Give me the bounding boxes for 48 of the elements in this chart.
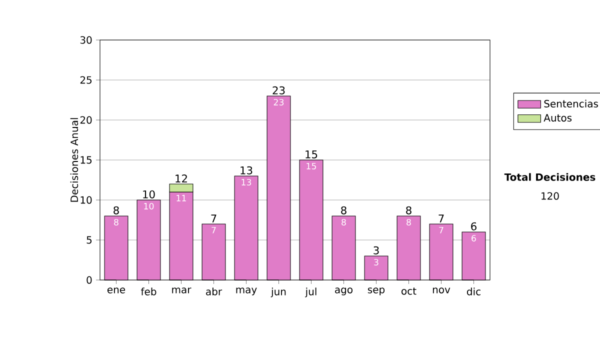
- data-label: 23: [274, 98, 284, 106]
- total-label: 8: [114, 206, 119, 214]
- total-label: 8: [341, 206, 346, 214]
- x-tick-label: abr: [206, 288, 222, 296]
- data-label: 10: [144, 202, 154, 210]
- total-label: 23: [272, 86, 285, 94]
- x-tick-label: mar: [172, 288, 192, 294]
- total-label: 15: [306, 150, 318, 158]
- x-tick-label: dic: [466, 288, 480, 296]
- data-label: 7: [212, 226, 216, 234]
- data-label: 8: [114, 218, 118, 226]
- y-tick-label: 0: [86, 276, 92, 284]
- data-label: 8: [342, 218, 346, 226]
- data-label: 7: [439, 226, 444, 234]
- x-tick-label: oct: [402, 288, 416, 295]
- legend-label: Autos: [544, 114, 572, 122]
- y-tick-label: 30: [80, 36, 92, 44]
- y-axis-title: Decisiones Anual: [70, 118, 78, 202]
- data-label: 8: [406, 218, 411, 226]
- total-label: 3: [374, 246, 379, 254]
- x-tick-label: nov: [432, 288, 450, 294]
- text: 120: [542, 192, 559, 200]
- text: Total Decisiones: [504, 173, 596, 181]
- y-tick-label: 15: [80, 156, 92, 164]
- total-label: 8: [406, 206, 412, 214]
- total-label: 13: [240, 166, 252, 174]
- total-label: 7: [211, 214, 216, 222]
- y-tick-label: 20: [80, 116, 92, 124]
- y-tick-label: 5: [86, 236, 92, 244]
- x-tick-label: ago: [335, 288, 352, 296]
- x-tick-label: jul: [305, 288, 316, 298]
- data-label: 11: [176, 194, 186, 202]
- total-label: 6: [471, 222, 476, 230]
- x-tick-label: ene: [107, 288, 126, 294]
- data-label: 3: [374, 258, 378, 266]
- data-label: 13: [242, 178, 252, 186]
- total-label: 7: [438, 214, 444, 222]
- total-label: 10: [143, 190, 155, 198]
- x-tick-label: jun: [270, 288, 286, 298]
- x-tick-label: sep: [368, 288, 385, 296]
- y-tick-label: 10: [80, 196, 92, 204]
- total-label: 12: [176, 174, 187, 182]
- x-tick-label: may: [236, 288, 257, 296]
- data-label: 6: [472, 234, 476, 242]
- data-label: 15: [306, 162, 316, 170]
- y-tick-label: 25: [80, 76, 92, 84]
- legend-label: Sentencias: [544, 100, 598, 108]
- x-tick-label: feb: [140, 288, 156, 296]
